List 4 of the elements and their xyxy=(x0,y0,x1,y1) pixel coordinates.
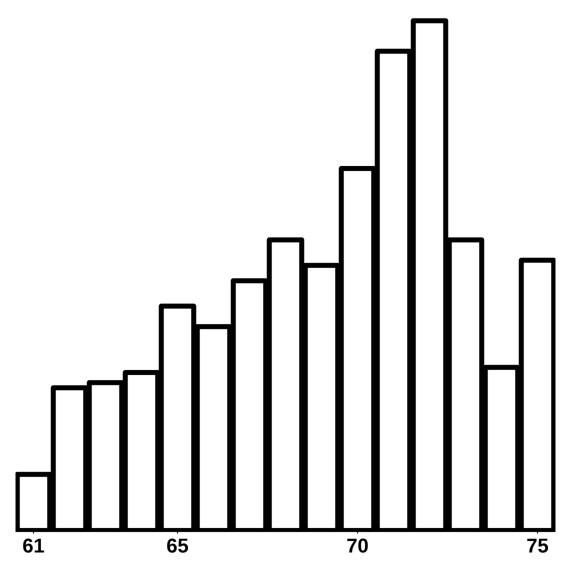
x-tick-label: 75 xyxy=(526,536,549,558)
x-tick-label: 61 xyxy=(22,536,45,558)
x-tick-label: 70 xyxy=(346,536,369,558)
x-tick-label: 65 xyxy=(166,536,189,558)
